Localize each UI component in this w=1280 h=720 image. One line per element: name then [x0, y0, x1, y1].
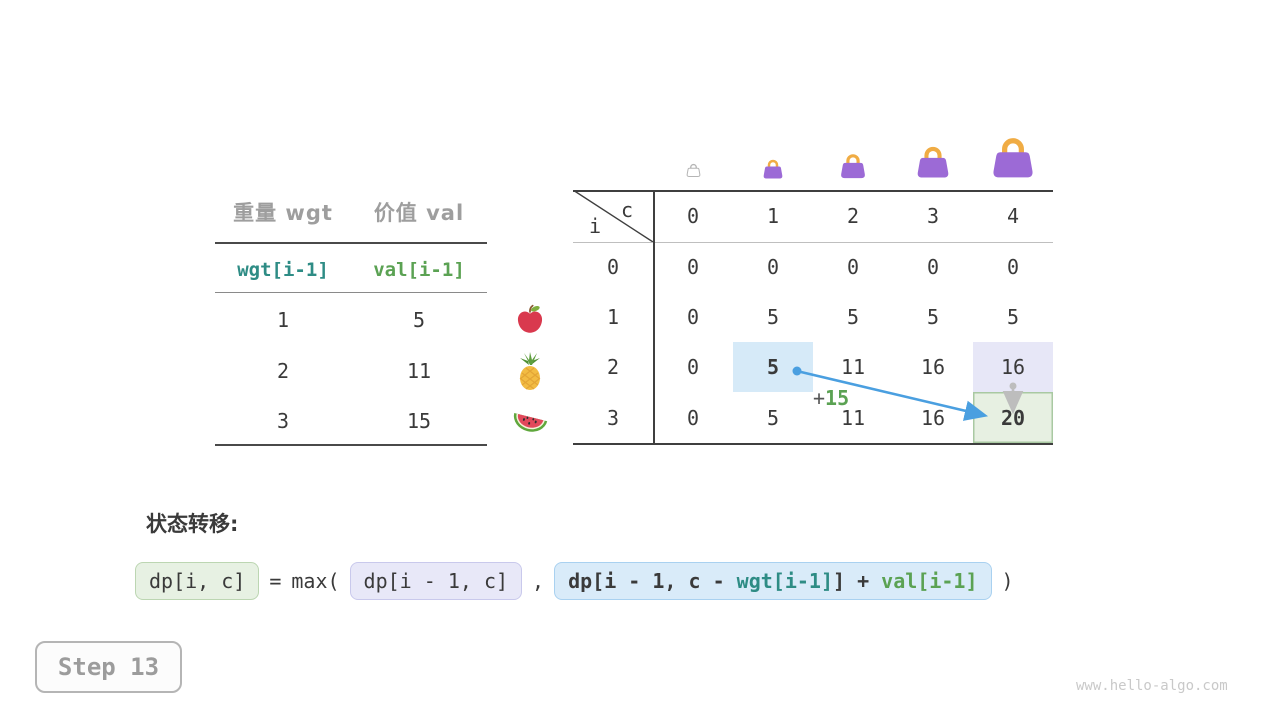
item-table-wgt-code: wgt[i-1] — [237, 259, 329, 281]
dp-cell-r0c2: 0 — [846, 255, 860, 279]
dp-cell-r3c0: 0 — [686, 405, 700, 430]
dp-row-header: 3 — [606, 405, 620, 430]
dp-cell-r3c2: 11 — [840, 405, 866, 430]
dp-cell-r0c1: 0 — [766, 255, 780, 279]
item-table-line-bottom — [215, 444, 487, 446]
dp-cell-r1c0: 0 — [686, 305, 700, 329]
item-val-3: 15 — [406, 409, 432, 433]
item-val-1: 5 — [412, 308, 426, 332]
item-table-line-top — [215, 242, 487, 244]
option2-part2: ] + — [833, 569, 882, 593]
step-badge: Step 13 — [35, 641, 182, 693]
dp-corner-cell: c i — [573, 190, 653, 242]
formula-close-paren: ) — [1001, 569, 1014, 593]
dp-row-header: 2 — [606, 355, 620, 379]
dp-cell-r1c3: 5 — [926, 305, 940, 329]
dp-table-line-header-sep — [573, 242, 1053, 243]
option2-wgt-term: wgt[i-1] — [736, 569, 833, 593]
dp-cell-r0c4: 0 — [1006, 255, 1020, 279]
formula-lhs-chip: dp[i, c] — [135, 562, 260, 600]
dp-table-line-vertical — [653, 190, 655, 445]
plus-sign: + — [813, 386, 826, 410]
formula-option1-chip: dp[i - 1, c] — [349, 562, 523, 600]
dp-col-header: 1 — [766, 204, 780, 228]
dp-cell-r1c2: 5 — [846, 305, 860, 329]
dp-cell-r2c4-compare-highlight: 16 — [973, 342, 1053, 392]
added-value: 15 — [825, 386, 850, 410]
blue-transfer-arrow — [800, 370, 989, 421]
item-val-2: 11 — [406, 359, 432, 383]
dp-col-header: 3 — [926, 204, 940, 228]
dp-cell-r1c4: 5 — [1006, 305, 1020, 329]
dp-col-header: 2 — [846, 204, 860, 228]
plus-value-annotation: +15 — [813, 386, 849, 410]
transition-formula: dp[i, c] = max( dp[i - 1, c] , dp[i - 1,… — [135, 562, 1014, 600]
dp-row-header: 1 — [606, 305, 620, 329]
dp-cell-r1c1: 5 — [766, 305, 780, 329]
item-wgt-2: 2 — [276, 359, 290, 383]
dp-table-line-top — [573, 190, 1053, 192]
option2-part1: dp[i - 1, c - — [568, 569, 737, 593]
formula-option2-chip: dp[i - 1, c - wgt[i-1]] + val[i-1] — [554, 562, 992, 600]
corner-row-var: i — [589, 214, 602, 238]
diagonal-divider — [573, 190, 653, 242]
item-wgt-3: 3 — [276, 409, 290, 433]
dp-cell-r2c3: 16 — [920, 355, 946, 379]
formula-max-open: max( — [291, 569, 340, 593]
watermark: www.hello-algo.com — [1076, 678, 1228, 694]
dp-cell-r3c3: 16 — [920, 405, 946, 430]
dp-cell-r2c2: 11 — [840, 355, 866, 379]
dp-cell-r3c1: 5 — [766, 405, 780, 430]
dp-col-header: 4 — [1006, 204, 1020, 228]
blue-arrow-origin-dot — [792, 366, 802, 376]
formula-equals: = — [269, 569, 282, 593]
gray-arrow-origin-dot — [1009, 382, 1017, 390]
dp-cell-r0c3: 0 — [926, 255, 940, 279]
item-table-header-value: 价值 val — [373, 201, 465, 225]
item-wgt-1: 1 — [276, 308, 290, 332]
dp-table-line-bottom — [573, 443, 1053, 445]
item-table-line-mid — [215, 292, 487, 293]
dp-row-header: 0 — [606, 255, 620, 279]
dp-cell-r0c0: 0 — [686, 255, 700, 279]
item-table-header-weight: 重量 wgt — [233, 201, 333, 225]
dp-cell-r2c1-source-highlight: 5 — [733, 342, 813, 392]
dp-col-header: 0 — [686, 204, 700, 228]
option2-val-term: val[i-1] — [881, 569, 978, 593]
corner-col-var: c — [621, 198, 634, 222]
dp-cell-r2c0: 0 — [686, 355, 700, 379]
item-table-val-code: val[i-1] — [373, 259, 465, 281]
transition-label: 状态转移: — [146, 512, 239, 536]
dp-table: c i 0 1 2 3 4 0 0 0 0 0 0 1 0 5 5 5 5 2 … — [573, 190, 1053, 443]
formula-comma: , — [532, 569, 545, 593]
